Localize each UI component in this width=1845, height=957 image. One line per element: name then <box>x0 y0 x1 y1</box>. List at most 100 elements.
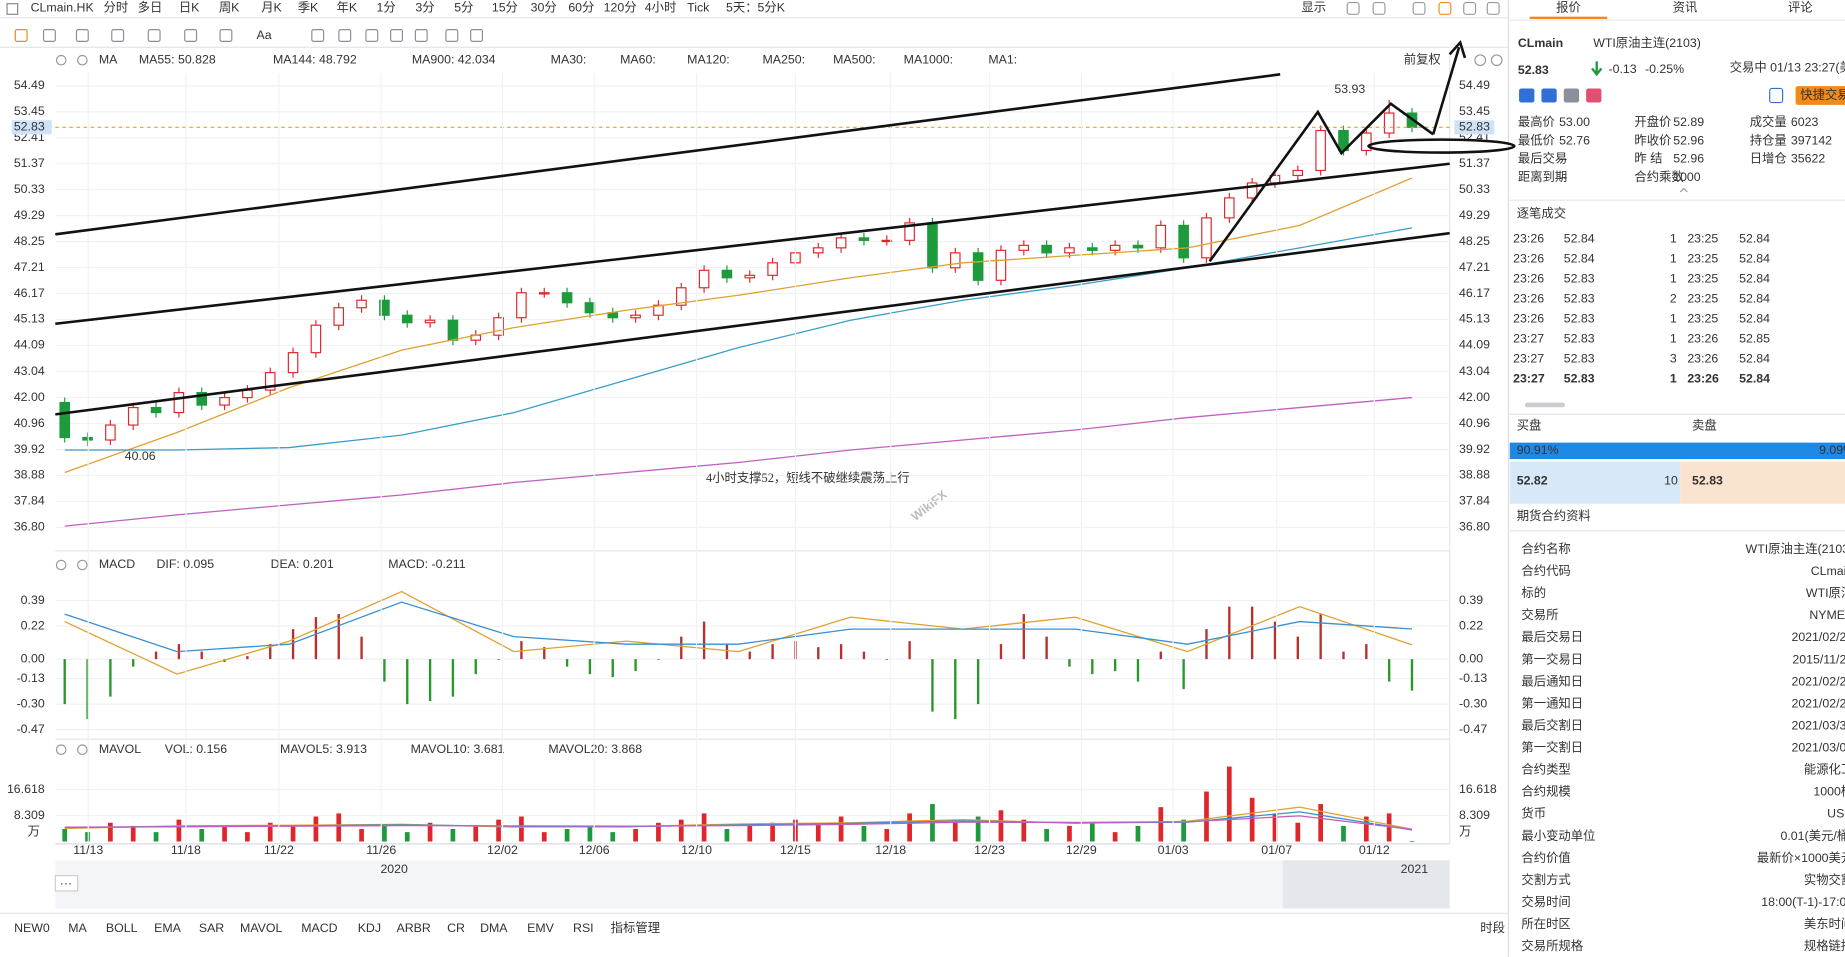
info-value: 最新价×1000美元 <box>1757 850 1845 865</box>
histogram-bar <box>1182 659 1185 690</box>
trade-cell: 23:26 <box>1513 251 1544 265</box>
period-tab[interactable]: 5分 <box>454 1 473 15</box>
panel-tab[interactable]: 评论 <box>1788 1 1813 15</box>
info-value: CLmain <box>1811 564 1845 578</box>
indicator-tab[interactable]: MACD <box>301 921 337 935</box>
quick-trade-button[interactable] <box>1795 86 1845 105</box>
histogram-bar <box>360 636 363 660</box>
candle-body <box>653 304 664 316</box>
stat-label: 距离到期 <box>1518 169 1567 184</box>
indicator-tab[interactable]: CR <box>447 921 465 935</box>
histogram-bar <box>747 825 753 842</box>
y-tick-label: -0.13 <box>17 671 45 685</box>
histogram-bar <box>611 659 614 678</box>
candle-body <box>881 239 893 243</box>
period-tab[interactable]: 年K <box>337 1 358 15</box>
period-tab[interactable]: 周K <box>219 1 240 15</box>
period-setting[interactable]: 时段 <box>1480 920 1505 935</box>
legend-item: MA900: 42.034 <box>412 52 496 66</box>
candle-body <box>150 406 162 414</box>
trend-line <box>55 162 1450 326</box>
period-tab[interactable]: 120分 <box>604 1 637 15</box>
period-tab[interactable]: 4小时 <box>645 1 677 15</box>
period-tab[interactable]: 日K <box>179 1 200 15</box>
navigator[interactable] <box>55 860 1450 909</box>
period-tab[interactable]: 3分 <box>415 1 434 15</box>
histogram-bar <box>1204 791 1209 842</box>
period-tab[interactable]: 30分 <box>531 1 557 15</box>
indicator-tab[interactable]: SAR <box>199 921 224 935</box>
info-label: 合约代码 <box>1521 563 1570 578</box>
indicator-tab[interactable]: RSI <box>573 921 594 935</box>
legend-item: MA55: 50.828 <box>139 52 216 66</box>
info-value: 0.01(美元/桶) <box>1781 828 1845 843</box>
histogram-bar <box>771 644 774 660</box>
info-label: 第一通知日 <box>1521 696 1583 710</box>
navigator-menu[interactable] <box>54 875 79 892</box>
indicator-tab[interactable]: MA <box>68 921 87 935</box>
period-tab[interactable]: 分时 <box>104 1 129 15</box>
histogram-bar <box>199 829 205 842</box>
scrollbar <box>1524 402 1565 408</box>
toolbar-icon <box>1372 1 1386 15</box>
display-menu[interactable]: 显示 <box>1301 1 1326 15</box>
indicator-tab[interactable]: MAVOL <box>240 921 282 935</box>
period-tab[interactable]: 5天：5分K <box>726 1 786 15</box>
panel-tab[interactable]: 资讯 <box>1673 1 1698 15</box>
panel-tab[interactable]: 报价 <box>1556 0 1581 15</box>
histogram-bar <box>1091 659 1094 675</box>
indicator-tab[interactable]: ARBR <box>397 921 431 935</box>
period-tab[interactable]: 1分 <box>377 1 396 15</box>
adjust-mode[interactable]: 前复权 <box>1404 51 1441 66</box>
stat-value: 53.00 <box>1559 115 1590 129</box>
x-tick-label: 11/26 <box>366 843 396 857</box>
info-value: WTI原油 <box>1806 586 1845 600</box>
drawing-tool <box>338 29 352 42</box>
histogram-bar <box>1045 636 1048 660</box>
histogram-bar <box>815 822 821 842</box>
stat-value: 52.76 <box>1559 134 1590 148</box>
trade-cell: 52.84 <box>1739 271 1770 285</box>
flag-icon <box>1563 88 1580 103</box>
indicator-tab[interactable]: BOLL <box>106 921 138 935</box>
y-tick-label: -0.13 <box>1459 671 1487 685</box>
indicator-tab[interactable]: EMA <box>154 921 182 935</box>
candle-body <box>493 317 504 336</box>
window-icon <box>6 3 19 15</box>
bid-qty: 10 <box>1664 474 1678 488</box>
code: CLmain <box>1518 36 1563 50</box>
info-value: 2015/11/20 <box>1792 652 1845 666</box>
indicator-tab[interactable]: DMA <box>480 921 508 935</box>
indicator-tab[interactable]: KDJ <box>358 921 381 935</box>
navigator-window[interactable] <box>1282 860 1450 909</box>
period-tab[interactable]: 季K <box>298 1 319 15</box>
period-tab[interactable]: 月K <box>261 1 282 15</box>
histogram-bar <box>1135 825 1141 842</box>
indicator-tab[interactable]: 指标管理 <box>611 920 660 935</box>
y-tick-label: 46.17 <box>14 286 45 300</box>
stat-value: 52.96 <box>1673 151 1704 165</box>
candle-body <box>516 292 527 319</box>
legend-title: MACD <box>99 557 135 571</box>
candle-body <box>1201 217 1212 259</box>
period-tab[interactable]: Tick <box>687 1 710 15</box>
trade-cell: 52.84 <box>1739 371 1770 385</box>
trade-cell: 1 <box>1670 251 1677 265</box>
period-tab[interactable]: 多日 <box>138 1 163 15</box>
histogram-bar <box>861 825 867 842</box>
y-tick-label: -0.47 <box>1459 722 1487 736</box>
histogram-bar <box>908 641 911 660</box>
candle-body <box>1361 132 1372 152</box>
candle-body <box>1132 244 1144 249</box>
y-tick-label: 38.88 <box>14 468 45 482</box>
period-tab[interactable]: 60分 <box>568 1 594 15</box>
histogram-bar <box>1386 813 1392 842</box>
info-value: 2021/02/24 <box>1791 674 1845 688</box>
legend-item: MA1: <box>988 52 1017 66</box>
histogram-bar <box>1089 822 1095 842</box>
stat-value: 1000 <box>1673 170 1701 184</box>
indicator-tab[interactable]: NEW0 <box>14 921 50 935</box>
indicator-tab[interactable]: EMV <box>527 921 555 935</box>
period-tab[interactable]: 15分 <box>492 1 518 15</box>
